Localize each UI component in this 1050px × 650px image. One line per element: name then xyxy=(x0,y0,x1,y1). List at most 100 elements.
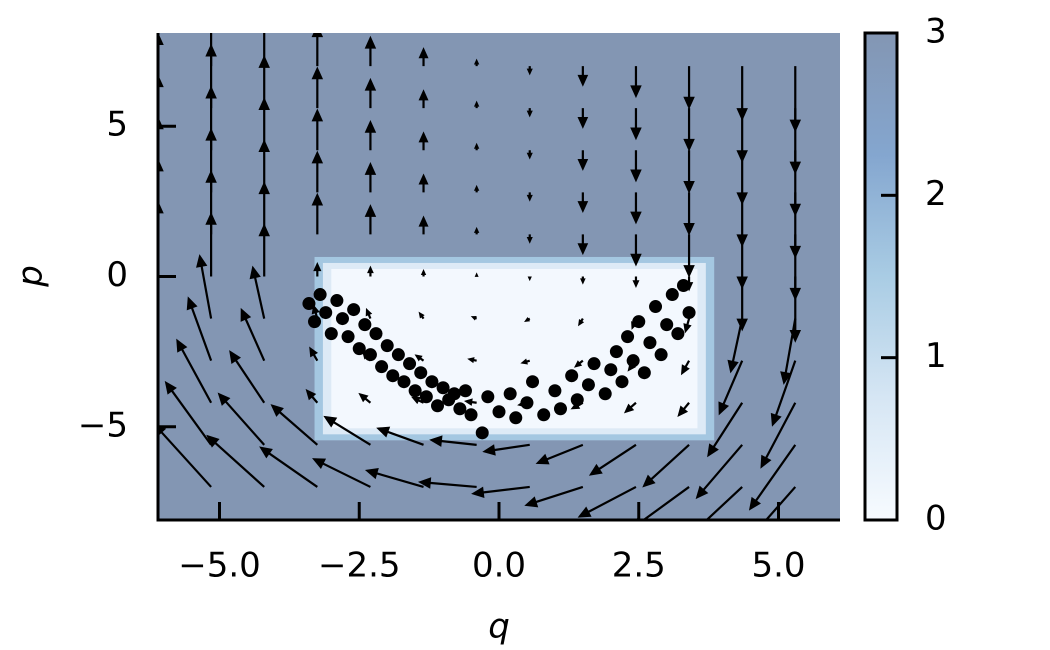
arrow xyxy=(630,234,642,267)
scatter-point xyxy=(419,390,433,404)
scatter-point xyxy=(537,408,551,422)
arrow xyxy=(358,392,372,404)
arrow xyxy=(470,315,478,321)
arrow xyxy=(526,108,533,118)
scatter-point xyxy=(570,393,584,407)
arrow xyxy=(311,33,324,67)
arrow xyxy=(418,215,429,235)
scatter-point xyxy=(553,402,567,416)
scatter-point xyxy=(654,348,668,362)
arrow xyxy=(683,192,695,236)
arrow xyxy=(364,119,377,151)
colorbar-tick-label: 1 xyxy=(925,336,947,376)
arrow xyxy=(630,192,642,225)
plot-area xyxy=(158,33,840,520)
arrow xyxy=(176,338,213,404)
arrow xyxy=(312,458,371,488)
arrow xyxy=(577,234,589,256)
arrow xyxy=(632,276,640,288)
arrow xyxy=(196,254,213,319)
scatter-point xyxy=(548,384,562,398)
arrow xyxy=(364,468,424,488)
scatter-point xyxy=(643,336,657,350)
scatter-point xyxy=(598,387,612,401)
scatter-point xyxy=(626,354,640,368)
scatter-point xyxy=(391,348,405,362)
scatter-point xyxy=(386,369,400,383)
scatter-point xyxy=(481,390,495,404)
arrow xyxy=(527,276,532,282)
arrow xyxy=(526,66,533,76)
colorbar-tick-label: 0 xyxy=(925,499,947,539)
scatter-point xyxy=(665,288,679,302)
x-axis-label: q xyxy=(488,607,510,647)
arrow xyxy=(677,402,690,418)
arrow xyxy=(683,234,695,278)
scatter-point xyxy=(520,396,534,410)
arrow xyxy=(588,443,637,476)
scatter-point xyxy=(565,369,579,383)
scatter-point xyxy=(649,300,663,314)
arrow xyxy=(630,150,642,183)
scatter-point xyxy=(408,384,422,398)
arrow xyxy=(311,192,324,235)
arrow xyxy=(418,131,429,151)
arrow xyxy=(780,318,797,385)
scatter-point xyxy=(509,411,523,425)
scatter-point xyxy=(369,327,383,341)
arrow xyxy=(364,204,377,235)
arrow xyxy=(695,444,744,500)
arrow xyxy=(474,272,479,277)
colorbar-tick-label: 2 xyxy=(925,174,947,214)
arrow xyxy=(520,358,531,365)
scatter-point xyxy=(464,408,478,422)
x-tick-label: 0.0 xyxy=(472,546,526,586)
scatter-point xyxy=(676,279,690,293)
x-tick-label: 5.0 xyxy=(751,546,805,586)
arrow xyxy=(705,486,743,520)
colorbar xyxy=(863,31,899,522)
x-tick-label: −2.5 xyxy=(318,546,401,586)
arrow xyxy=(420,269,427,277)
arrow xyxy=(707,402,744,458)
y-tick-label: 5 xyxy=(106,105,128,145)
arrow xyxy=(473,58,480,67)
scatter-point xyxy=(324,327,338,341)
arrow xyxy=(577,108,589,129)
y-tick-label: −5 xyxy=(78,405,128,445)
x-tick-label: 2.5 xyxy=(612,546,666,586)
arrow xyxy=(573,359,584,368)
arrow xyxy=(186,296,213,362)
arrow xyxy=(418,89,429,109)
scatter-point xyxy=(347,303,361,317)
arrow xyxy=(429,435,477,447)
arrow xyxy=(577,66,589,87)
arrow xyxy=(205,212,217,277)
arrow xyxy=(630,108,642,141)
arrow xyxy=(482,443,530,456)
scatter-point xyxy=(671,327,685,341)
scatter-point xyxy=(414,366,428,380)
arrow xyxy=(206,434,265,488)
arrow xyxy=(217,392,266,446)
scatter-point xyxy=(615,375,629,389)
arrow xyxy=(229,350,266,404)
arrow xyxy=(473,100,480,109)
scatter-point xyxy=(436,381,450,395)
arrow xyxy=(249,265,266,319)
scatter-point xyxy=(431,399,445,413)
scatter-point xyxy=(425,375,439,389)
arrow xyxy=(473,226,480,235)
y-tick-label: 0 xyxy=(106,255,128,295)
scatter-point xyxy=(375,360,389,374)
arrow xyxy=(636,486,690,520)
arrow xyxy=(630,66,642,99)
arrow xyxy=(411,396,425,405)
arrow xyxy=(471,485,530,499)
arrow xyxy=(270,404,319,446)
arrow xyxy=(365,307,373,320)
arrow xyxy=(311,150,324,193)
arrow xyxy=(580,276,586,285)
arrow xyxy=(718,360,744,416)
arrow xyxy=(727,318,744,374)
